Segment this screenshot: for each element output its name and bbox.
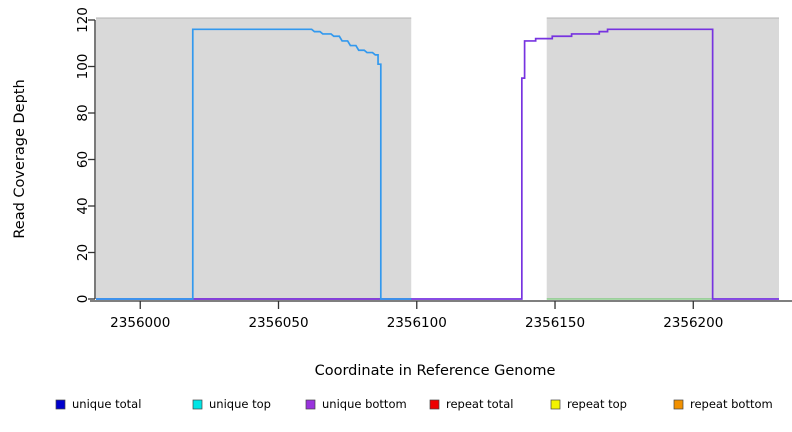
legend-swatch-unique-top [192,399,203,410]
shaded-region [96,18,412,299]
y-tick-label: 0 [75,295,91,304]
legend-item-repeat-top[interactable]: repeat top [550,397,627,411]
y-axis: 0 20 40 60 80 100 120 Read Coverage Depth [12,7,96,303]
legend-swatch-repeat-total [429,399,440,410]
x-axis-title: Coordinate in Reference Genome [315,363,556,379]
legend-label-unique-total: unique total [72,397,141,411]
legend-label-unique-top: unique top [209,397,271,411]
legend-label-repeat-total: repeat total [446,397,513,411]
shaded-region [546,18,779,299]
legend-item-repeat-bottom[interactable]: repeat bottom [673,397,773,411]
shaded-regions-group [96,17,779,299]
y-tick-label: 80 [75,104,91,121]
y-tick-label: 100 [75,54,91,80]
legend-label-repeat-top: repeat top [567,397,627,411]
data-series-group [96,28,779,300]
legend-swatch-repeat-bottom [673,399,684,410]
legend-item-unique-top[interactable]: unique top [192,397,271,411]
x-tick-label: 2356050 [248,315,308,331]
legend-item-repeat-total[interactable]: repeat total [429,397,513,411]
legend-swatch-repeat-top [550,399,561,410]
y-axis-title: Read Coverage Depth [12,79,28,238]
x-tick-label: 2356150 [525,315,585,331]
y-tick-label: 20 [75,244,91,261]
y-tick-label: 40 [75,197,91,214]
x-tick-label: 2356200 [663,315,723,331]
x-tick-label: 2356000 [110,315,170,331]
series-line-unique-top [96,28,412,300]
y-tick-label: 60 [75,151,91,168]
legend-swatch-unique-total [55,399,66,410]
x-axis-tick-labels: 2356000 2356050 2356100 2356150 2356200 [110,315,723,331]
x-axis: 2356000 2356050 2356100 2356150 2356200 Coor… [90,300,792,379]
y-axis-tick-labels: 0 20 40 60 80 100 120 [75,7,91,303]
y-tick-label: 120 [75,7,91,33]
x-axis-ticks [139,301,694,309]
legend-label-repeat-bottom: repeat bottom [690,397,773,411]
legend-item-unique-total[interactable]: unique total [55,397,141,411]
series-line-unique-bottom [96,28,779,300]
x-tick-label: 2356100 [387,315,447,331]
legend-label-unique-bottom: unique bottom [322,397,407,411]
legend-swatch-unique-bottom [305,399,316,410]
legend: unique total unique top unique bottom repea… [55,397,773,411]
y-axis-ticks [88,19,95,300]
legend-item-unique-bottom[interactable]: unique bottom [305,397,407,411]
